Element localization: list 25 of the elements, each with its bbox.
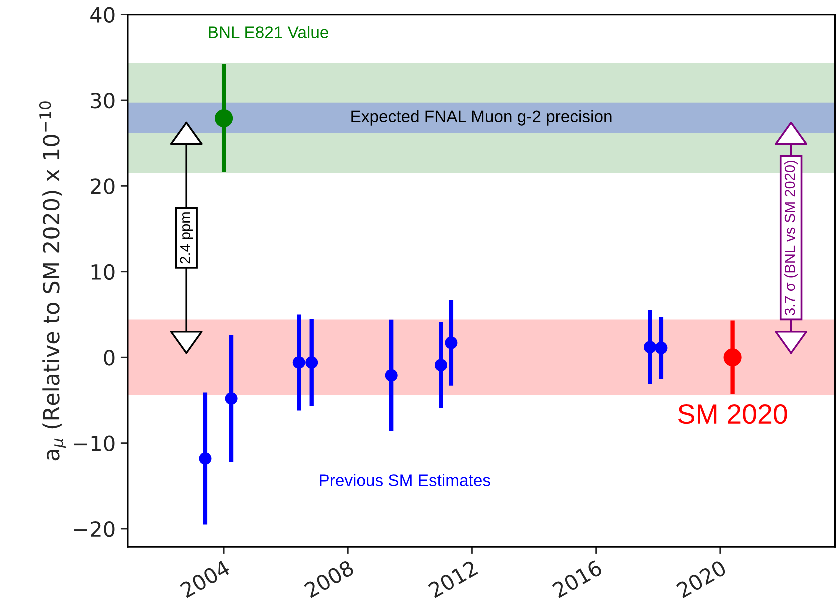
y-tick-label: 40	[90, 7, 115, 23]
point	[655, 342, 668, 354]
annotation: 2.4 ppm	[180, 212, 194, 264]
y-tick-label: 20	[91, 178, 115, 194]
point	[225, 392, 238, 405]
y-tick-label: −10	[74, 436, 115, 452]
text: Previous SM Estimates	[320, 474, 490, 486]
y-axis-title: a$_{μ}$ (Relative to SM 2020) x 10$^{−10}$	[39, 102, 66, 461]
y-tick-label: −20	[74, 521, 115, 538]
point	[434, 359, 448, 372]
point	[292, 356, 306, 369]
point	[385, 369, 398, 382]
annotation: 3.7 σ (BNL vs SM 2020)	[784, 160, 798, 316]
point	[306, 356, 318, 369]
y-tick-label: 10	[92, 264, 115, 280]
text: BNL E821 Value	[209, 26, 328, 38]
series-label: SM 2020	[678, 404, 788, 424]
point	[199, 452, 212, 465]
point	[215, 109, 234, 128]
y-tick-label: 0	[104, 350, 115, 366]
point	[445, 336, 458, 350]
y-tick-label: 30	[91, 92, 115, 109]
point	[644, 341, 657, 354]
band-label: Expected FNAL Muon g-2 precision	[352, 110, 612, 126]
point	[724, 348, 742, 367]
